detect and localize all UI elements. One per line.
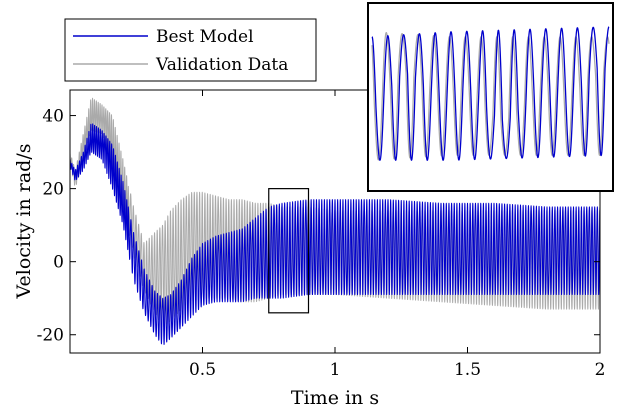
legend-label-best-model: Best Model — [156, 27, 254, 47]
legend: Best Model Validation Data — [64, 18, 317, 82]
zoom-inset — [367, 2, 614, 192]
inset-line-best-model — [371, 26, 610, 161]
legend-label-validation-data: Validation Data — [155, 55, 288, 75]
y-tick-label: -20 — [37, 326, 64, 346]
inset-series-layer — [371, 26, 610, 161]
y-axis-label: Velocity in rad/s — [13, 144, 35, 300]
inset-frame — [367, 2, 614, 192]
x-tick-label: 1.5 — [454, 360, 481, 380]
x-axis-label: Time in s — [291, 387, 379, 409]
series-line-best-model — [70, 123, 600, 345]
series-layer — [70, 97, 600, 345]
y-tick-label: 20 — [42, 180, 64, 200]
y-tick-label: 0 — [53, 253, 64, 273]
x-tick-label: 2 — [595, 360, 606, 380]
y-tick-label: 40 — [42, 107, 64, 127]
legend-box — [64, 18, 317, 82]
zoom-region-box — [268, 188, 310, 314]
x-tick-label: 1 — [330, 360, 341, 380]
x-tick-label: 0.5 — [189, 360, 216, 380]
inset-line-validation-data — [371, 32, 610, 161]
